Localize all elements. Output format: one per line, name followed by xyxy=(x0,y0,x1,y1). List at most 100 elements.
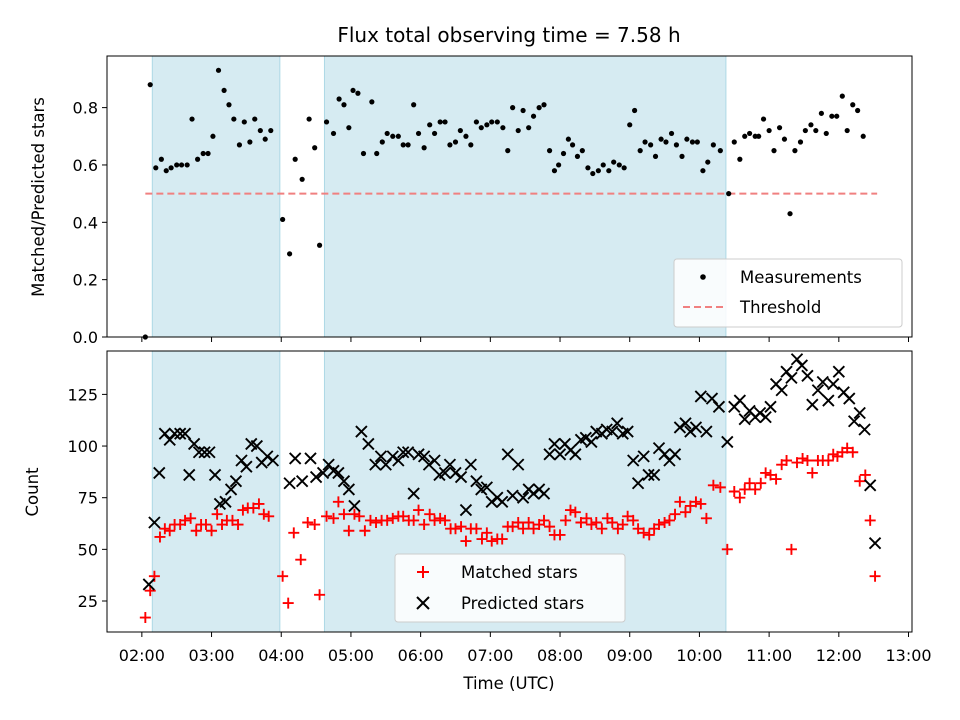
point-measurements-75 xyxy=(551,168,558,174)
point-matched-stars-13 xyxy=(206,525,218,537)
point-predicted-stars-16 xyxy=(224,483,238,496)
point-measurements-36 xyxy=(346,125,352,131)
x-tick-label-1: 03:00 xyxy=(188,646,234,665)
point-predicted-stars-97 xyxy=(673,421,687,434)
x-tick-label-3: 05:00 xyxy=(328,646,374,665)
point-predicted-stars-72 xyxy=(543,448,556,461)
shaded-interval-ratio-1 xyxy=(323,55,727,338)
point-matched-stars-97 xyxy=(663,514,675,526)
point-matched-stars-50 xyxy=(418,519,430,531)
point-measurements-21 xyxy=(252,116,258,122)
point-measurements-26 xyxy=(287,251,293,257)
point-measurements-25 xyxy=(280,216,286,223)
point-measurements-122 xyxy=(797,139,804,145)
point-matched-stars-41 xyxy=(370,516,382,528)
point-measurements-115 xyxy=(760,116,767,122)
point-measurements-13 xyxy=(210,133,216,139)
point-predicted-stars-119 xyxy=(795,359,809,372)
point-matched-stars-84 xyxy=(596,523,608,535)
point-measurements-31 xyxy=(316,242,323,248)
y-tick-label-counts-0: 25 xyxy=(78,592,98,611)
point-matched-stars-99 xyxy=(674,496,686,508)
point-predicted-stars-124 xyxy=(822,394,835,407)
point-measurements-123 xyxy=(802,127,808,134)
point-measurements-102 xyxy=(689,139,696,145)
point-predicted-stars-91 xyxy=(642,468,655,482)
point-measurements-39 xyxy=(360,150,367,157)
point-measurements-48 xyxy=(411,102,417,108)
point-matched-stars-52 xyxy=(429,514,441,526)
point-matched-stars-126 xyxy=(822,455,834,467)
point-measurements-32 xyxy=(323,119,330,125)
point-predicted-stars-69 xyxy=(527,487,540,500)
point-measurements-93 xyxy=(642,139,648,145)
point-measurements-5 xyxy=(168,165,174,171)
point-matched-stars-71 xyxy=(528,523,540,535)
point-predicted-stars-9 xyxy=(187,437,201,451)
point-measurements-27 xyxy=(292,156,298,162)
point-matched-stars-57 xyxy=(455,521,467,533)
point-predicted-stars-12 xyxy=(203,446,216,459)
point-matched-stars-101 xyxy=(684,500,696,512)
shaded-interval-counts-0 xyxy=(151,350,281,633)
point-predicted-stars-105 xyxy=(721,435,734,449)
point-predicted-stars-117 xyxy=(785,371,798,385)
point-matched-stars-18 xyxy=(232,519,244,531)
point-matched-stars-27 xyxy=(288,527,300,539)
point-measurements-82 xyxy=(585,165,591,171)
y-axis-label-ratio: Matched/Predicted stars xyxy=(29,97,48,297)
point-predicted-stars-112 xyxy=(759,410,772,424)
point-predicted-stars-60 xyxy=(480,481,494,494)
point-measurements-41 xyxy=(374,150,380,157)
legend-marker-predicted xyxy=(416,596,430,610)
point-predicted-stars-13 xyxy=(208,468,222,482)
point-predicted-stars-37 xyxy=(355,425,368,438)
point-measurements-128 xyxy=(829,113,835,119)
point-predicted-stars-43 xyxy=(392,454,405,467)
point-measurements-68 xyxy=(515,127,521,134)
point-matched-stars-17 xyxy=(226,514,238,526)
point-predicted-stars-122 xyxy=(811,384,825,397)
point-matched-stars-90 xyxy=(627,514,639,526)
point-measurements-111 xyxy=(742,133,748,139)
point-measurements-99 xyxy=(673,142,680,148)
point-matched-stars-8 xyxy=(179,514,191,526)
point-predicted-stars-61 xyxy=(485,495,498,509)
point-measurements-15 xyxy=(221,87,227,94)
legend-label-measurements: Measurements xyxy=(740,268,862,287)
point-predicted-stars-80 xyxy=(585,435,598,449)
y-tick-label-ratio-1: 0.2 xyxy=(73,271,98,290)
point-measurements-69 xyxy=(520,107,526,114)
point-predicted-stars-26 xyxy=(289,452,302,465)
point-matched-stars-40 xyxy=(364,514,376,526)
point-measurements-131 xyxy=(844,127,850,134)
point-matched-stars-62 xyxy=(481,527,493,539)
point-matched-stars-56 xyxy=(449,523,461,535)
point-matched-stars-113 xyxy=(755,477,767,489)
point-predicted-stars-121 xyxy=(806,398,819,411)
point-measurements-35 xyxy=(341,102,347,108)
point-measurements-45 xyxy=(395,133,401,139)
point-predicted-stars-11 xyxy=(198,446,211,459)
point-measurements-10 xyxy=(195,156,201,162)
point-matched-stars-28 xyxy=(295,554,307,566)
point-measurements-81 xyxy=(579,148,585,154)
point-predicted-stars-45 xyxy=(401,446,415,459)
point-matched-stars-19 xyxy=(237,504,249,516)
legend-label-matched: Matched stars xyxy=(461,563,578,582)
point-predicted-stars-63 xyxy=(496,495,509,509)
point-measurements-20 xyxy=(247,139,253,145)
point-matched-stars-67 xyxy=(507,521,519,533)
point-matched-stars-68 xyxy=(512,516,524,528)
point-predicted-stars-55 xyxy=(454,470,468,484)
point-matched-stars-105 xyxy=(707,479,719,491)
point-matched-stars-86 xyxy=(606,516,618,528)
point-measurements-49 xyxy=(415,130,422,137)
x-tick-label-4: 06:00 xyxy=(398,646,444,665)
point-matched-stars-102 xyxy=(690,496,702,508)
point-predicted-stars-34 xyxy=(337,474,351,488)
point-predicted-stars-35 xyxy=(342,483,356,496)
point-predicted-stars-8 xyxy=(183,468,196,482)
y-tick-label-ratio-2: 0.4 xyxy=(73,213,98,232)
